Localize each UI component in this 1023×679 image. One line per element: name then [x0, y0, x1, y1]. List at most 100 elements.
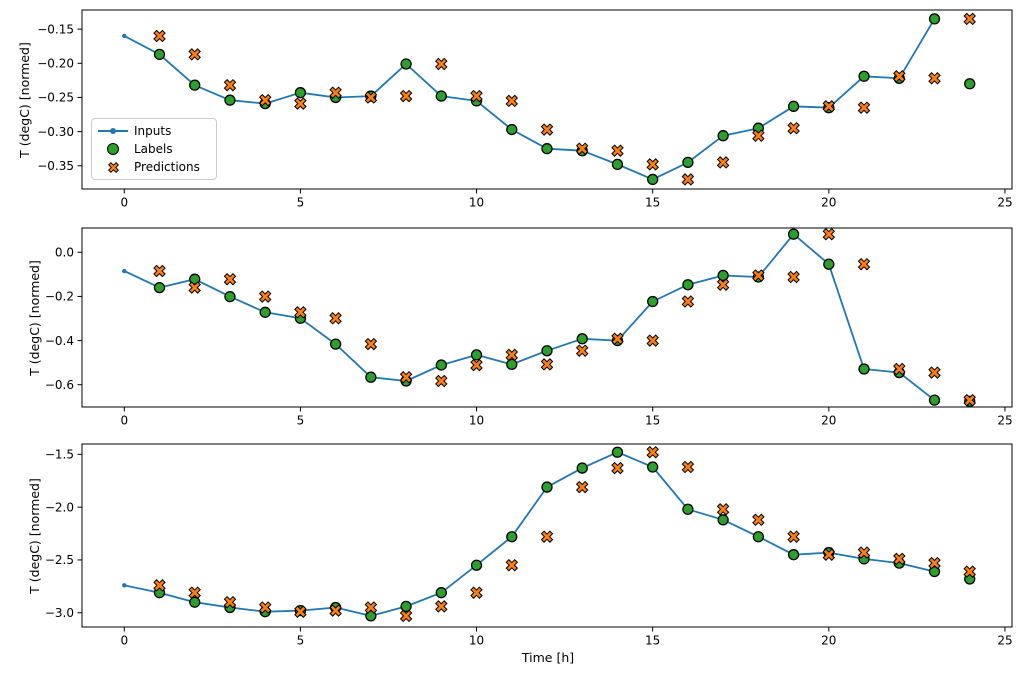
label-point [224, 290, 236, 303]
legend-item-inputs: Inputs [98, 122, 210, 140]
prediction-point [435, 57, 448, 71]
inputs-path [123, 18, 936, 181]
prediction-point [611, 332, 624, 346]
label-point [189, 273, 201, 285]
prediction-point [646, 158, 659, 171]
label-point [717, 514, 729, 526]
label-point [541, 345, 553, 357]
prediction-point [188, 586, 201, 599]
prediction-point [505, 348, 519, 362]
label-point [506, 531, 518, 543]
prediction-point [752, 513, 765, 527]
prediction-point [399, 609, 413, 623]
prediction-point [364, 337, 378, 351]
prediction-point [364, 601, 378, 614]
label-point [823, 258, 835, 270]
y-tick-label: −2.5 [45, 553, 74, 567]
prediction-point [681, 460, 695, 474]
y-tick-label: −0.6 [45, 378, 74, 392]
prediction-point [857, 546, 871, 559]
prediction-point [435, 600, 448, 613]
label-point [964, 78, 976, 90]
predictions-points [153, 227, 976, 407]
prediction-point [928, 72, 941, 85]
prediction-point [435, 374, 448, 388]
label-point [400, 58, 412, 70]
y-tick-label: −3.0 [45, 606, 74, 620]
prediction-point [540, 123, 554, 136]
prediction-point [153, 29, 166, 43]
label-point [682, 279, 694, 291]
predictions-points [153, 12, 976, 186]
prediction-point [963, 565, 976, 578]
label-point [541, 481, 553, 493]
label-point [858, 70, 870, 82]
label-point [928, 565, 941, 578]
prediction-point [646, 334, 659, 347]
label-point [470, 559, 483, 571]
prediction-point [822, 100, 836, 113]
predictions-x-icon [98, 159, 128, 175]
y-tick-label: −0.2 [45, 290, 74, 304]
legend-label-labels: Labels [134, 142, 173, 156]
prediction-point [716, 156, 730, 169]
y-tick-label: −0.20 [37, 56, 74, 70]
label-point [647, 173, 659, 186]
prediction-point [716, 278, 730, 291]
x-tick-label: 15 [645, 196, 660, 210]
label-point [153, 281, 166, 294]
prediction-point [787, 270, 800, 284]
prediction-point [188, 281, 201, 294]
labels-points [153, 446, 976, 622]
x-tick-label: 10 [469, 414, 484, 428]
label-point [576, 333, 588, 345]
prediction-point [505, 94, 519, 108]
label-point [435, 90, 447, 102]
y-tick-label: −2.0 [45, 500, 74, 514]
prediction-point [893, 552, 906, 566]
inputs-path [124, 451, 935, 617]
prediction-point [258, 290, 272, 303]
label-point [365, 610, 377, 622]
prediction-point [294, 605, 307, 618]
x-tick-label: 15 [645, 414, 660, 428]
prediction-point [470, 89, 483, 103]
legend-item-predictions: Predictions [98, 158, 210, 176]
x-tick-label: 10 [469, 196, 484, 210]
inputs-line [122, 16, 937, 182]
x-tick-label: 0 [120, 196, 128, 210]
label-point [611, 446, 624, 458]
prediction-point [364, 91, 378, 104]
prediction-point [857, 257, 871, 271]
prediction-point [963, 12, 976, 26]
prediction-point [329, 312, 342, 325]
prediction-point [470, 358, 483, 372]
x-tick-label: 15 [645, 634, 660, 648]
x-axis-label: Time [h] [521, 650, 575, 665]
prediction-point [575, 344, 589, 357]
prediction-point [153, 264, 166, 278]
predictions-points [153, 445, 976, 623]
x-tick-label: 25 [997, 414, 1012, 428]
prediction-point [681, 295, 695, 308]
y-tick-label: −1.5 [45, 448, 74, 462]
label-point [470, 349, 483, 361]
axes-border [81, 227, 1013, 408]
prediction-point [611, 461, 624, 475]
prediction-point [540, 530, 554, 543]
prediction-point [153, 579, 166, 592]
prediction-point [223, 595, 237, 609]
prediction-point [329, 86, 342, 99]
input-point [122, 268, 127, 274]
label-point [682, 503, 694, 515]
y-axis-label-subplot-2: T (degC) [normed] [26, 260, 42, 376]
input-point [122, 583, 127, 588]
prediction-point [787, 530, 800, 543]
prediction-point [857, 101, 871, 114]
label-point [435, 587, 447, 599]
prediction-point [294, 97, 307, 110]
prediction-point [681, 173, 695, 186]
x-tick-label: 20 [821, 634, 836, 648]
label-point [189, 596, 201, 608]
label-point [576, 462, 588, 474]
